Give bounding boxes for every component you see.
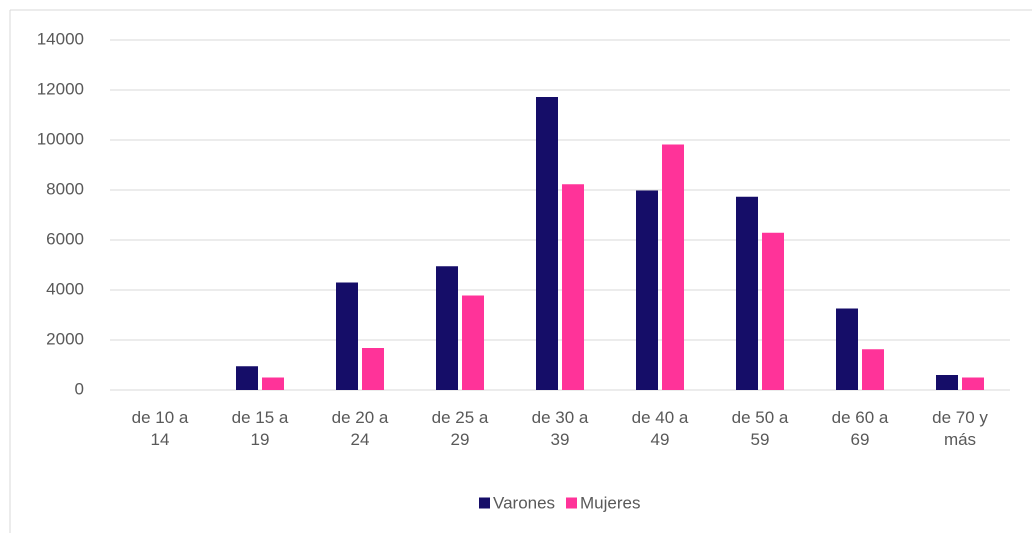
legend-label: Mujeres (580, 493, 640, 512)
bar (362, 348, 384, 390)
bar (736, 196, 758, 390)
legend-label: Varones (493, 493, 555, 512)
bar (462, 295, 484, 390)
bar (636, 190, 658, 390)
y-tick-label: 8000 (46, 179, 84, 198)
x-tick-label: de 50 a 59 (731, 408, 789, 449)
bar (836, 308, 858, 390)
bar (962, 377, 984, 390)
y-tick-label: 12000 (37, 79, 84, 98)
legend-swatch (566, 497, 577, 509)
legend-swatch (479, 497, 490, 509)
x-tick-label: de 10 a 14 (131, 408, 189, 449)
x-tick-label: de 15 a 19 (231, 408, 289, 449)
bar (862, 349, 884, 390)
y-tick-label: 6000 (46, 229, 84, 248)
x-tick-label: de 40 a 49 (631, 408, 689, 449)
bar (436, 266, 458, 390)
x-tick-label: de 70 y más (932, 408, 988, 449)
bar (536, 97, 558, 390)
bar (562, 184, 584, 390)
bar (262, 377, 284, 390)
y-tick-label: 14000 (37, 29, 84, 48)
bar (236, 366, 258, 390)
x-tick-label: de 60 a 69 (831, 408, 889, 449)
x-tick-label: de 25 a 29 (431, 408, 489, 449)
bar (936, 375, 958, 390)
y-tick-label: 10000 (37, 129, 84, 148)
bar (762, 232, 784, 390)
bar (336, 282, 358, 390)
y-tick-label: 4000 (46, 279, 84, 298)
x-tick-label: de 30 a 39 (531, 408, 589, 449)
y-tick-label: 0 (75, 379, 84, 398)
bar (662, 144, 684, 390)
x-tick-label: de 20 a 24 (331, 408, 389, 449)
y-tick-label: 2000 (46, 329, 84, 348)
